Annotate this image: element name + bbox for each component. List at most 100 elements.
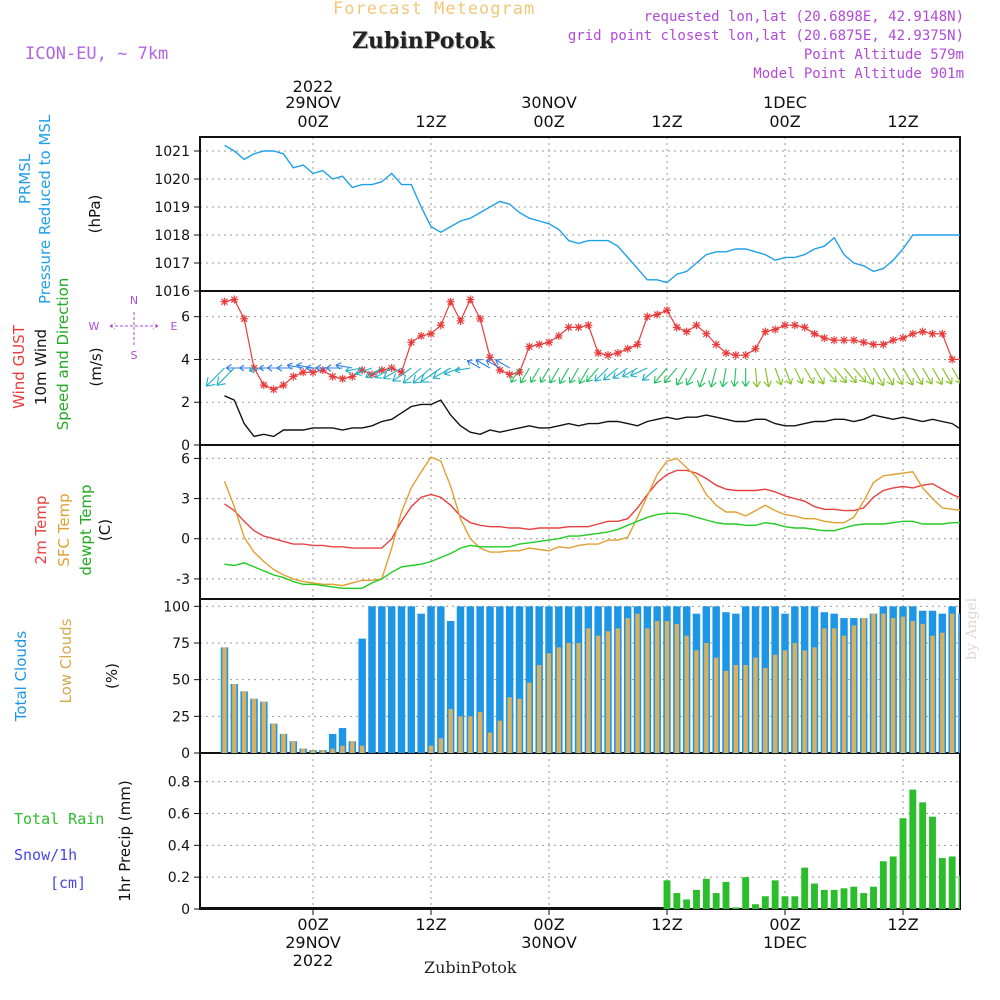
- top-hour-label: 12Z: [651, 112, 682, 131]
- rain-label: Total Rain: [14, 810, 105, 828]
- rain-bar: [929, 816, 936, 909]
- low-clouds-bar: [950, 613, 955, 753]
- low-clouds-bar: [694, 650, 699, 753]
- wind-arrow: [578, 367, 589, 385]
- bottom-hour-label: 12Z: [887, 915, 918, 934]
- low-clouds-bar: [242, 691, 247, 753]
- top-date-label: 30NOV: [521, 93, 577, 112]
- compass-s: S: [131, 349, 138, 362]
- y-tick-label: 0.6: [168, 806, 190, 822]
- low-clouds-bar: [674, 623, 679, 753]
- wind-arrow: [466, 359, 481, 369]
- y-tick-label: 50: [172, 673, 190, 689]
- gust-marker: [712, 340, 721, 349]
- low-clouds-bar: [428, 745, 434, 753]
- gust-marker: [928, 329, 937, 338]
- rain-bar: [820, 889, 828, 909]
- rain-bar: [889, 856, 897, 909]
- y-tick-label: 0.4: [168, 838, 190, 854]
- top-hour-label: 12Z: [415, 112, 446, 131]
- prmsl-line: [224, 144, 960, 284]
- total-clouds-bar: [496, 606, 504, 753]
- y-tick-label: 6: [181, 451, 190, 467]
- low-clouds-bar: [360, 745, 365, 753]
- gust-marker: [633, 340, 642, 349]
- gust-marker: [908, 329, 917, 338]
- low-clouds-bar: [448, 709, 453, 753]
- wind-arrow: [763, 367, 772, 388]
- low-clouds-bar: [330, 748, 335, 753]
- low-clouds-bar: [251, 698, 257, 753]
- low-clouds-bar: [596, 635, 601, 753]
- wind-arrow: [475, 358, 491, 369]
- wind-arrow: [345, 366, 363, 374]
- wind-arrow: [205, 367, 225, 387]
- low-clouds-bar: [320, 750, 325, 753]
- low-clouds-bar: [802, 650, 807, 753]
- wind-arrow: [653, 367, 668, 384]
- gust-marker: [545, 338, 553, 347]
- bottom-hour-label: 00Z: [297, 915, 328, 934]
- rain-bar: [791, 896, 799, 909]
- gust-marker: [761, 327, 770, 336]
- y-tick-label: 1016: [154, 284, 190, 300]
- y-tick-label: 2: [181, 395, 190, 411]
- rain-bar: [771, 880, 779, 909]
- gust-marker: [790, 321, 799, 330]
- top-date-label: 1DEC: [763, 93, 807, 112]
- total-clouds-bar: [476, 606, 484, 753]
- low-clouds-bar: [910, 621, 915, 753]
- total-clouds-bar: [456, 606, 465, 753]
- wind-arrow: [443, 367, 461, 376]
- point-altitude: Point Altitude 579m: [803, 47, 964, 63]
- gust-marker: [535, 340, 544, 349]
- rain-bar: [742, 877, 750, 909]
- wind-arrow: [784, 367, 793, 385]
- total-clouds-bar: [486, 606, 494, 753]
- wind-arrow: [774, 367, 784, 386]
- gust-marker: [309, 368, 317, 377]
- wind-arrow: [549, 367, 560, 384]
- wind-arrow: [853, 367, 867, 383]
- wind-arrow: [912, 367, 924, 386]
- rain-bar: [732, 907, 740, 909]
- panel-frame: [199, 136, 961, 292]
- wind-arrow: [519, 367, 530, 384]
- low-clouds-bar: [920, 623, 925, 753]
- y-tick-label: 1018: [154, 228, 190, 244]
- wind-arrow: [641, 367, 658, 381]
- wind-arrow: [621, 367, 638, 378]
- gust-marker: [289, 372, 298, 381]
- wind-arrow: [420, 367, 442, 383]
- closest-coords: grid point closest lon,lat (20.6875E, 42…: [567, 28, 964, 44]
- wind-arrow: [402, 367, 422, 384]
- wind-arrow: [485, 359, 501, 369]
- low-clouds-bar: [507, 697, 512, 753]
- bottom-date-label: 29NOV: [285, 933, 341, 952]
- low-clouds-bar: [871, 613, 876, 753]
- wind-arrow: [325, 364, 343, 372]
- gust-marker: [781, 321, 789, 330]
- gust-marker: [613, 349, 622, 358]
- wind-arrow: [741, 368, 750, 387]
- gust-marker: [672, 323, 681, 332]
- wind-arrow: [510, 367, 520, 384]
- wind-arrow: [863, 367, 875, 386]
- low-clouds-bar: [438, 738, 443, 753]
- gust-marker: [240, 314, 249, 323]
- low-clouds-bar: [723, 670, 729, 753]
- rain-bar: [673, 893, 681, 909]
- low-clouds-bar: [310, 750, 316, 753]
- low-clouds-bar: [350, 741, 355, 753]
- low-clouds-bar: [881, 613, 886, 753]
- gust-marker: [879, 340, 888, 349]
- gust-marker: [515, 368, 524, 377]
- wind-arrow: [685, 367, 697, 386]
- total-clouds-bar: [446, 621, 455, 753]
- wind-arrow: [708, 367, 717, 388]
- model-altitude: Model Point Altitude 901m: [753, 66, 964, 82]
- wind-arrow: [603, 367, 619, 381]
- wind-arrow: [922, 367, 933, 385]
- total-clouds-bar: [368, 606, 376, 753]
- y-tick-label: 0: [181, 902, 190, 918]
